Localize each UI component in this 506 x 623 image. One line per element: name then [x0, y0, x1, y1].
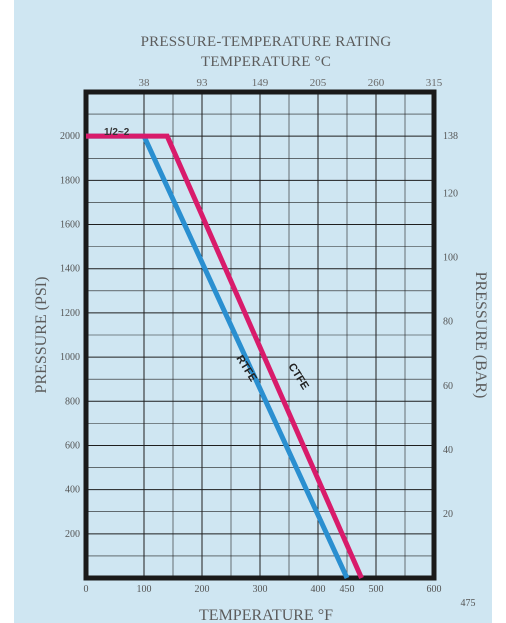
x-tick-labels: 0 100 200 300 400 450 500 600: [84, 584, 442, 595]
right-tick-label: 100: [443, 253, 458, 264]
top-tick-label: 38: [139, 77, 151, 89]
grid: [86, 92, 434, 578]
x-axis-label: TEMPERATURE °F: [199, 607, 333, 623]
plot-frame: [83, 89, 437, 581]
chart-background: [14, 0, 492, 623]
x-tick-label: 600: [427, 584, 442, 595]
annotation-475: 475: [461, 598, 476, 609]
top-tick-label: 260: [368, 77, 385, 89]
y-tick-label: 200: [65, 529, 80, 540]
y2-axis-label: PRESSURE (BAR): [472, 272, 489, 399]
x-tick-label: 300: [253, 584, 268, 595]
series-lines: [86, 133, 364, 580]
y-tick-label: 800: [65, 396, 80, 407]
x-tick-label: 500: [369, 584, 384, 595]
x-tick-label: 450: [340, 584, 355, 595]
y-tick-label: 1600: [60, 220, 80, 231]
right-tick-label: 40: [443, 445, 453, 456]
top-axis-title: TEMPERATURE °C: [201, 54, 331, 70]
x-tick-label: 400: [311, 584, 326, 595]
top-tick-labels: 38 93 149 205 260 315: [139, 77, 443, 89]
x-tick-label: 100: [137, 584, 152, 595]
y-tick-label: 400: [65, 485, 80, 496]
x-tick-label: 200: [195, 584, 210, 595]
y-tick-label: 2000: [60, 131, 80, 142]
right-tick-label: 80: [443, 317, 453, 328]
y-tick-label: 1000: [60, 352, 80, 363]
right-tick-label: 20: [443, 509, 453, 520]
top-tick-label: 315: [426, 77, 443, 89]
x-tick-label: 0: [84, 584, 89, 595]
y-tick-label: 1200: [60, 308, 80, 319]
y-tick-labels: 200 400 600 800 1000 1200 1400 1600 1800 2000: [60, 131, 80, 540]
top-tick-label: 149: [252, 77, 269, 89]
y-axis-label: PRESSURE (PSI): [33, 277, 50, 394]
right-tick-labels: 138 120 100 80 60 40 20: [443, 131, 458, 520]
y-tick-label: 1800: [60, 175, 80, 186]
y-tick-label: 600: [65, 440, 80, 451]
right-tick-label: 60: [443, 381, 453, 392]
right-tick-label: 138: [443, 131, 458, 142]
right-tick-label: 120: [443, 189, 458, 200]
top-tick-label: 93: [197, 77, 209, 89]
chart-title: PRESSURE-TEMPERATURE RATING: [141, 34, 392, 50]
y-tick-label: 1400: [60, 264, 80, 275]
top-tick-label: 205: [310, 77, 327, 89]
size-annotation: 1/2~2: [104, 127, 130, 138]
series-line-ctfe: [86, 133, 364, 580]
